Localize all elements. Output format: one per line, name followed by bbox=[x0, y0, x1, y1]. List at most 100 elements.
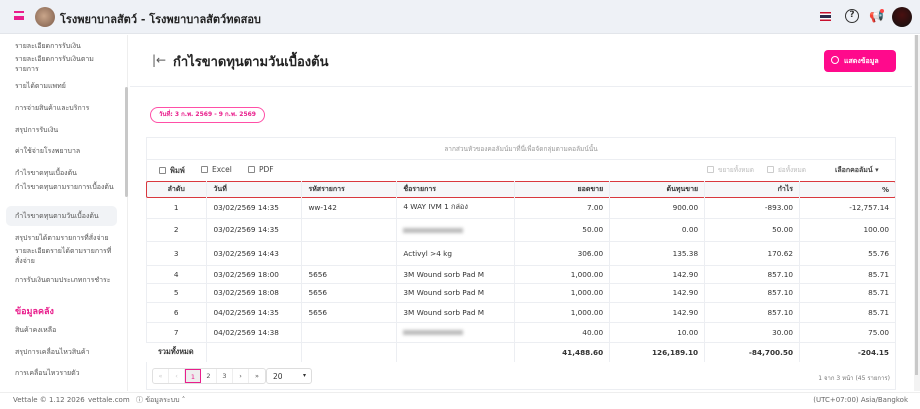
top-bar: โรงพยาบาลสัตว์ - โรงพยาบาลสัตว์ทดสอบ ? 📢 bbox=[0, 0, 920, 34]
row-code: 5656 bbox=[301, 283, 398, 303]
sidebar-item[interactable]: กำไรขาดทุนตามรายการเบื้องต้น bbox=[15, 183, 114, 191]
row-code: 5656 bbox=[301, 265, 398, 284]
row-cost: 142.90 bbox=[609, 283, 706, 303]
row-profit: 170.62 bbox=[704, 241, 801, 266]
print-button[interactable]: พิมพ์ bbox=[159, 165, 185, 177]
pdf-button[interactable]: PDF bbox=[248, 165, 274, 174]
row-name: 3M Wound sorb Pad M bbox=[396, 302, 516, 323]
table-row[interactable]: 2 03/02/2569 14:35 50.00 0.00 50.00 100.00 bbox=[146, 218, 896, 242]
sidebar-item[interactable]: สรุปการเคลื่อนไหวสินค้า bbox=[15, 348, 90, 356]
pagination: « ‹ 1 2 3 › » bbox=[152, 368, 266, 384]
row-cost: 900.00 bbox=[609, 198, 706, 219]
site-link[interactable]: vettale.com bbox=[88, 396, 130, 404]
sidebar-section-title: ข้อมูลคลัง bbox=[15, 307, 54, 317]
sidebar-item[interactable]: รายละเอียดการรับเงิน bbox=[15, 42, 81, 50]
notification-dot bbox=[880, 9, 884, 13]
sidebar-item[interactable]: สินค้าคงเหลือ bbox=[15, 326, 57, 334]
table-row[interactable]: 7 04/02/2569 14:38 40.00 10.00 30.00 75.00 bbox=[146, 322, 896, 343]
table-row[interactable]: 4 03/02/2569 18:00 5656 3M Wound sorb Pad M… bbox=[146, 265, 896, 284]
row-no: 2 bbox=[146, 218, 208, 242]
row-date: 03/02/2569 14:43 bbox=[206, 241, 303, 266]
next-page-button[interactable]: › bbox=[233, 369, 249, 383]
row-code: 5656 bbox=[301, 302, 398, 323]
col-header-percent[interactable]: % bbox=[799, 181, 896, 198]
show-data-button[interactable]: แสดงข้อมูล bbox=[824, 50, 896, 72]
help-icon[interactable]: ? bbox=[845, 9, 859, 23]
row-date: 03/02/2569 14:35 bbox=[206, 218, 303, 242]
row-name bbox=[396, 322, 516, 343]
row-code bbox=[301, 241, 398, 266]
table-row[interactable]: 6 04/02/2569 14:35 5656 3M Wound sorb Pad M… bbox=[146, 302, 896, 323]
sidebar-item[interactable]: ค่าใช้จ่ายโรงพยาบาล bbox=[15, 147, 81, 155]
row-no: 6 bbox=[146, 302, 208, 323]
row-sales: 1,000.00 bbox=[514, 265, 611, 284]
date-range-chip[interactable]: วันที่: 3 ก.พ. 2569 - 9 ก.พ. 2569 bbox=[150, 107, 265, 123]
system-info-button[interactable]: ⓘ ข้อมูลระบบ ˄ bbox=[136, 396, 186, 404]
row-percent: 55.76 bbox=[799, 241, 896, 266]
col-header-profit[interactable]: กำไร bbox=[704, 181, 801, 198]
app-title: โรงพยาบาลสัตว์ - โรงพยาบาลสัตว์ทดสอบ bbox=[60, 13, 261, 26]
row-cost: 135.38 bbox=[609, 241, 706, 266]
last-page-button[interactable]: » bbox=[255, 372, 259, 380]
row-profit: -893.00 bbox=[704, 198, 801, 219]
col-header-sales[interactable]: ยอดขาย bbox=[514, 181, 611, 198]
col-header-no[interactable]: ลำดับ bbox=[146, 181, 208, 198]
first-page-button[interactable]: « bbox=[153, 369, 169, 383]
totals-label: รวมทั้งหมด bbox=[146, 342, 208, 362]
col-header-name[interactable]: ชื่อรายการ bbox=[396, 181, 516, 198]
excel-icon bbox=[201, 166, 208, 173]
table-row[interactable]: 3 03/02/2569 14:43 Activyl >4 kg 306.00 135.… bbox=[146, 241, 896, 266]
expand-all-button[interactable]: ขยายทั้งหมด bbox=[707, 165, 754, 175]
row-code bbox=[301, 322, 398, 343]
row-sales: 1,000.00 bbox=[514, 302, 611, 323]
row-name: Activyl >4 kg bbox=[396, 241, 516, 266]
menu-icon[interactable] bbox=[14, 11, 24, 20]
sidebar-item[interactable]: รายได้ตามแพทย์ bbox=[15, 82, 66, 90]
page-scrollbar[interactable] bbox=[914, 35, 920, 391]
sidebar-item[interactable]: สรุปรายได้ตามรายการที่สั่งจ่าย bbox=[15, 234, 109, 242]
page-button[interactable]: 2 bbox=[201, 369, 217, 383]
row-percent: -12,757.14 bbox=[799, 198, 896, 219]
thai-flag-icon[interactable] bbox=[820, 12, 831, 21]
expand-icon bbox=[707, 166, 714, 173]
collapse-all-button[interactable]: ย่อทั้งหมด bbox=[767, 165, 806, 175]
col-header-cost[interactable]: ต้นทุนขาย bbox=[609, 181, 706, 198]
profit-table: ลำดับ วันที่ รหัสรายการ ชื่อรายการ ยอดขา… bbox=[146, 181, 896, 362]
user-avatar[interactable] bbox=[892, 7, 912, 27]
row-code bbox=[301, 218, 398, 242]
total-cost: 126,189.10 bbox=[609, 342, 706, 362]
clinic-logo bbox=[35, 7, 55, 27]
table-row[interactable]: 5 03/02/2569 18:08 5656 3M Wound sorb Pad M… bbox=[146, 283, 896, 303]
page-size-select[interactable]: 20 ▾ bbox=[266, 368, 312, 384]
choose-columns-button[interactable]: เลือกคอลัมน์ ▾ bbox=[835, 166, 879, 174]
sidebar-scrollbar[interactable] bbox=[125, 87, 128, 197]
page-button[interactable]: 1 bbox=[185, 369, 201, 383]
sidebar-item[interactable]: การเคลื่อนไหวรายตัว bbox=[15, 369, 80, 377]
sidebar-item[interactable]: รายละเอียดรายได้ตามรายการที่สั่งจ่าย bbox=[15, 247, 112, 265]
sidebar-item-active[interactable]: กำไรขาดทุนตามวันเบื้องต้น bbox=[6, 206, 117, 226]
caret-down-icon: ▾ bbox=[875, 166, 879, 174]
caret-down-icon: ▾ bbox=[302, 372, 306, 379]
row-cost: 10.00 bbox=[609, 322, 706, 343]
row-percent: 85.71 bbox=[799, 302, 896, 323]
row-no: 4 bbox=[146, 265, 208, 284]
row-code: ww-142 bbox=[301, 198, 398, 219]
col-header-code[interactable]: รหัสรายการ bbox=[301, 181, 398, 198]
sidebar-item[interactable]: กำไรขาดทุนเบื้องต้น bbox=[15, 169, 77, 177]
blurred-item-name bbox=[403, 227, 464, 233]
sidebar-item[interactable]: การรับเงินตามประเภทการชำระ bbox=[15, 276, 111, 284]
data-grid: ลากส่วนหัวของคอลัมน์มาที่นี่เพื่อจัดกลุ่… bbox=[146, 137, 896, 390]
excel-button[interactable]: Excel bbox=[201, 165, 232, 174]
row-sales: 306.00 bbox=[514, 241, 611, 266]
sidebar-item[interactable]: การจ่ายสินค้าและบริการ bbox=[15, 104, 90, 112]
table-row[interactable]: 1 03/02/2569 14:35 ww-142 4 WAY IVM 1 กล่อง… bbox=[146, 198, 896, 219]
prev-page-button[interactable]: ‹ bbox=[169, 369, 185, 383]
row-percent: 100.00 bbox=[799, 218, 896, 242]
row-name bbox=[396, 218, 516, 242]
group-panel[interactable]: ลากส่วนหัวของคอลัมน์มาที่นี่เพื่อจัดกลุ่… bbox=[147, 138, 895, 160]
collapse-back-icon[interactable]: |← bbox=[152, 53, 167, 67]
col-header-date[interactable]: วันที่ bbox=[206, 181, 303, 198]
sidebar-item[interactable]: สรุปการรับเงิน bbox=[15, 126, 59, 134]
sidebar-item[interactable]: รายละเอียดการรับเงินตามรายการ bbox=[15, 55, 94, 73]
page-button[interactable]: 3 bbox=[217, 369, 233, 383]
